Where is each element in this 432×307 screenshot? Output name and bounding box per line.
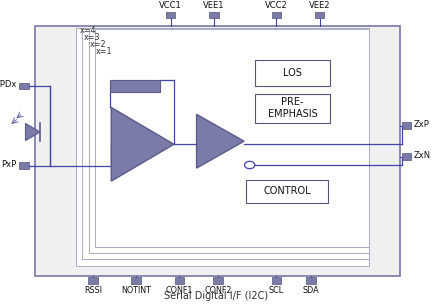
Text: VPDx: VPDx bbox=[0, 80, 17, 89]
Text: x=1: x=1 bbox=[96, 47, 112, 56]
Text: RSSI: RSSI bbox=[84, 286, 102, 294]
Bar bbox=[19, 83, 29, 89]
Text: SCL: SCL bbox=[269, 286, 284, 294]
Text: ZxN: ZxN bbox=[413, 150, 431, 160]
Polygon shape bbox=[111, 107, 174, 181]
Bar bbox=[306, 277, 316, 284]
Text: PRE-
EMPHASIS: PRE- EMPHASIS bbox=[268, 97, 318, 119]
Bar bbox=[213, 277, 223, 284]
Bar bbox=[35, 26, 400, 276]
Text: CONTROL: CONTROL bbox=[264, 186, 311, 196]
Polygon shape bbox=[25, 123, 40, 141]
Bar bbox=[402, 153, 411, 160]
Text: VEE1: VEE1 bbox=[203, 1, 225, 10]
Bar bbox=[131, 277, 141, 284]
Text: CONF2: CONF2 bbox=[204, 286, 232, 294]
Text: CONF1: CONF1 bbox=[165, 286, 193, 294]
Bar bbox=[19, 162, 29, 169]
Text: ZxP: ZxP bbox=[413, 120, 429, 129]
Text: LOS: LOS bbox=[283, 68, 302, 78]
Text: VEE2: VEE2 bbox=[309, 1, 330, 10]
Bar bbox=[110, 80, 160, 92]
Text: VCC2: VCC2 bbox=[265, 1, 288, 10]
Bar bbox=[246, 180, 328, 203]
Text: Serial Digital I/F (I2C): Serial Digital I/F (I2C) bbox=[164, 291, 268, 301]
Bar bbox=[95, 29, 369, 247]
Bar bbox=[76, 28, 369, 266]
Text: SDA: SDA bbox=[303, 286, 319, 294]
Bar bbox=[255, 94, 330, 123]
Bar bbox=[315, 12, 324, 18]
Polygon shape bbox=[197, 114, 244, 168]
Bar bbox=[272, 277, 281, 284]
Bar bbox=[209, 12, 219, 18]
Text: PxP: PxP bbox=[2, 160, 17, 169]
Bar bbox=[82, 28, 369, 259]
Bar bbox=[166, 12, 175, 18]
Bar bbox=[175, 277, 184, 284]
Text: x=2: x=2 bbox=[90, 40, 106, 49]
Text: NOTINT: NOTINT bbox=[121, 286, 151, 294]
Text: x=3: x=3 bbox=[84, 33, 101, 42]
Bar bbox=[89, 28, 369, 253]
Bar bbox=[402, 122, 411, 129]
Bar bbox=[88, 277, 98, 284]
Bar bbox=[255, 60, 330, 86]
Bar bbox=[272, 12, 281, 18]
Text: x=4: x=4 bbox=[80, 26, 96, 35]
Text: VCC1: VCC1 bbox=[159, 1, 182, 10]
